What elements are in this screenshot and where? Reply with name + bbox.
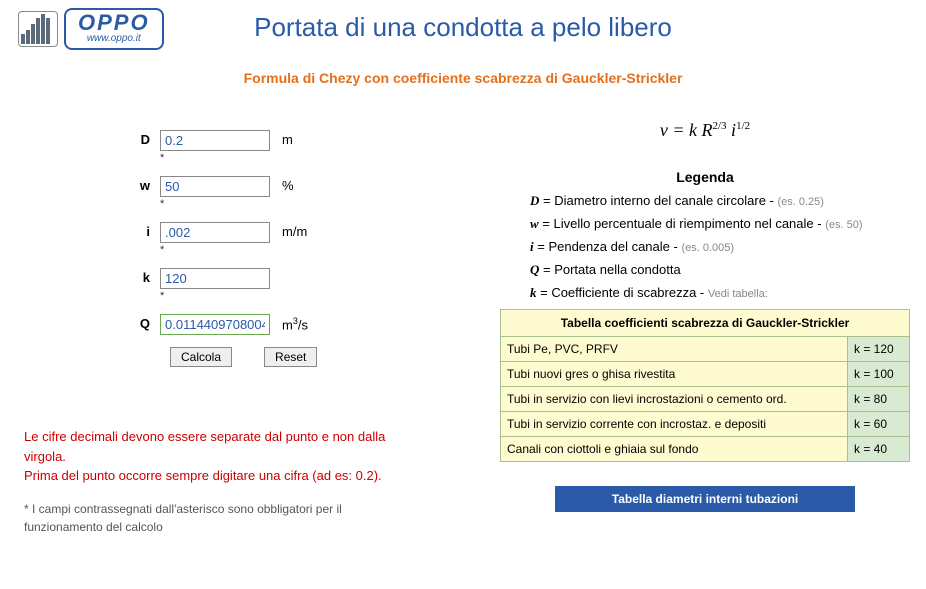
input-d[interactable]: [160, 130, 270, 151]
button-row: Calcola Reset: [170, 347, 488, 367]
table-row: Tubi in servizio corrente con incrostaz.…: [501, 412, 910, 437]
asterisk-k: *: [160, 290, 270, 302]
output-q[interactable]: [160, 314, 270, 335]
legend-item: i = Pendenza del canale - (es. 0.005): [500, 239, 910, 255]
label-k: k: [28, 268, 160, 285]
asterisk-i: *: [160, 244, 270, 256]
table-row: Tubi Pe, PVC, PRFVk = 120: [501, 337, 910, 362]
legend-item: w = Livello percentuale di riempimento n…: [500, 216, 910, 232]
diametri-button[interactable]: Tabella diametri interni tubazioni: [555, 486, 855, 512]
legend-item: D = Diametro interno del canale circolar…: [500, 193, 910, 209]
legend-list: D = Diametro interno del canale circolar…: [500, 193, 910, 301]
row-k: k *: [28, 268, 488, 302]
input-w[interactable]: [160, 176, 270, 197]
unit-q: m3/s: [282, 314, 308, 332]
label-q: Q: [28, 314, 160, 331]
label-i: i: [28, 222, 160, 239]
asterisk-d: *: [160, 152, 270, 164]
legend-item: Q = Portata nella condotta: [500, 262, 910, 278]
page-title: Portata di una condotta a pelo libero: [0, 12, 926, 43]
unit-d: m: [282, 130, 293, 147]
row-w: w * %: [28, 176, 488, 210]
label-d: D: [28, 130, 160, 147]
coef-table: Tabella coefficienti scabrezza di Gauckl…: [500, 309, 910, 462]
subtitle: Formula di Chezy con coefficiente scabre…: [0, 70, 926, 86]
row-i: i * m/m: [28, 222, 488, 256]
row-q: Q m3/s: [28, 314, 488, 335]
row-d: D * m: [28, 130, 488, 164]
table-row: Canali con ciottoli e ghiaia sul fondok …: [501, 437, 910, 462]
label-w: w: [28, 176, 160, 193]
asterisk-w: *: [160, 198, 270, 210]
input-i[interactable]: [160, 222, 270, 243]
unit-w: %: [282, 176, 294, 193]
legend-title: Legenda: [500, 169, 910, 185]
unit-i: m/m: [282, 222, 307, 239]
form-column: D * m w * % i * m/m k * Q: [28, 130, 488, 536]
note-red-2: Prima del punto occorre sempre digitare …: [24, 468, 382, 483]
table-row: Tubi nuovi gres o ghisa rivestitak = 100: [501, 362, 910, 387]
legend-item: k = Coefficiente di scabrezza - Vedi tab…: [500, 285, 910, 301]
table-header: Tabella coefficienti scabrezza di Gauckl…: [501, 310, 910, 337]
reset-button[interactable]: Reset: [264, 347, 317, 367]
info-column: v = k R2/3 i1/2 Legenda D = Diametro int…: [500, 120, 910, 512]
note-red-1: Le cifre decimali devono essere separate…: [24, 429, 385, 464]
note-gray: * I campi contrassegnati dall'asterisco …: [24, 500, 419, 536]
note-red: Le cifre decimali devono essere separate…: [24, 427, 419, 486]
table-row: Tubi in servizio con lievi incrostazioni…: [501, 387, 910, 412]
formula: v = k R2/3 i1/2: [500, 120, 910, 141]
calc-button[interactable]: Calcola: [170, 347, 232, 367]
input-k[interactable]: [160, 268, 270, 289]
